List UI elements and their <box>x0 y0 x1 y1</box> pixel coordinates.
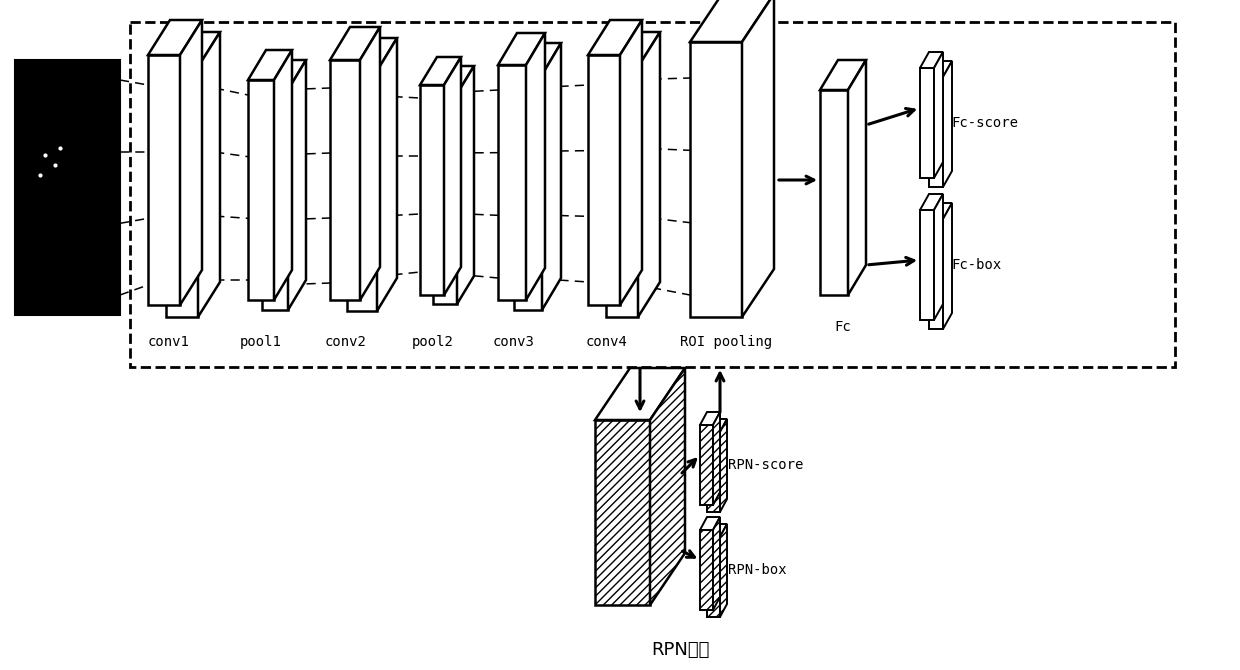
Polygon shape <box>444 57 461 295</box>
Polygon shape <box>377 38 397 311</box>
Polygon shape <box>330 27 379 60</box>
Text: ROI pooling: ROI pooling <box>680 335 773 349</box>
Text: pool1: pool1 <box>241 335 281 349</box>
Bar <box>15 60 120 315</box>
Polygon shape <box>920 210 934 320</box>
Polygon shape <box>942 203 952 329</box>
Polygon shape <box>701 530 713 610</box>
Polygon shape <box>929 219 942 329</box>
Polygon shape <box>720 524 727 617</box>
Text: conv2: conv2 <box>325 335 367 349</box>
Polygon shape <box>433 94 458 304</box>
Polygon shape <box>720 419 727 512</box>
Polygon shape <box>148 20 202 55</box>
Polygon shape <box>701 412 720 425</box>
Polygon shape <box>701 517 720 530</box>
Polygon shape <box>330 60 360 300</box>
Text: pool2: pool2 <box>412 335 454 349</box>
Polygon shape <box>248 50 291 80</box>
Polygon shape <box>639 32 660 317</box>
Polygon shape <box>942 61 952 187</box>
Polygon shape <box>420 57 461 85</box>
Polygon shape <box>707 419 727 432</box>
Polygon shape <box>360 27 379 300</box>
Polygon shape <box>707 432 720 512</box>
Text: RPN网络: RPN网络 <box>651 641 709 659</box>
Text: Fc-score: Fc-score <box>951 116 1018 130</box>
Polygon shape <box>920 194 942 210</box>
Polygon shape <box>262 90 288 310</box>
Polygon shape <box>498 33 546 65</box>
Polygon shape <box>934 52 942 178</box>
Bar <box>130 22 1176 367</box>
Polygon shape <box>498 65 526 300</box>
Polygon shape <box>689 0 774 42</box>
Polygon shape <box>458 66 474 304</box>
Polygon shape <box>689 42 742 317</box>
Text: conv4: conv4 <box>587 335 627 349</box>
Text: Fc: Fc <box>835 320 852 334</box>
Polygon shape <box>274 50 291 300</box>
Polygon shape <box>606 67 639 317</box>
Polygon shape <box>713 412 720 505</box>
Polygon shape <box>248 80 274 300</box>
Polygon shape <box>920 68 934 178</box>
Polygon shape <box>606 32 660 67</box>
Polygon shape <box>166 67 198 317</box>
Polygon shape <box>288 60 306 310</box>
Polygon shape <box>180 20 202 305</box>
Polygon shape <box>929 61 952 77</box>
Polygon shape <box>262 60 306 90</box>
Polygon shape <box>929 203 952 219</box>
Polygon shape <box>433 66 474 94</box>
Polygon shape <box>595 368 684 420</box>
Polygon shape <box>820 60 866 90</box>
Polygon shape <box>848 60 866 295</box>
Polygon shape <box>707 524 727 537</box>
Polygon shape <box>707 537 720 617</box>
Polygon shape <box>713 517 720 610</box>
Polygon shape <box>420 85 444 295</box>
Polygon shape <box>920 52 942 68</box>
Polygon shape <box>198 32 219 317</box>
Polygon shape <box>347 38 397 71</box>
Polygon shape <box>588 55 620 305</box>
Polygon shape <box>820 90 848 295</box>
Polygon shape <box>595 420 650 605</box>
Text: RPN-box: RPN-box <box>728 563 786 577</box>
Polygon shape <box>515 75 542 310</box>
Polygon shape <box>742 0 774 317</box>
Polygon shape <box>515 43 560 75</box>
Polygon shape <box>650 368 684 605</box>
Text: Fc-box: Fc-box <box>951 258 1001 272</box>
Polygon shape <box>929 77 942 187</box>
Polygon shape <box>148 55 180 305</box>
Polygon shape <box>166 32 219 67</box>
Polygon shape <box>934 194 942 320</box>
Polygon shape <box>588 20 642 55</box>
Text: conv3: conv3 <box>494 335 534 349</box>
Polygon shape <box>526 33 546 300</box>
Polygon shape <box>701 425 713 505</box>
Polygon shape <box>620 20 642 305</box>
Text: conv1: conv1 <box>148 335 190 349</box>
Polygon shape <box>347 71 377 311</box>
Polygon shape <box>542 43 560 310</box>
Text: RPN-score: RPN-score <box>728 458 804 472</box>
